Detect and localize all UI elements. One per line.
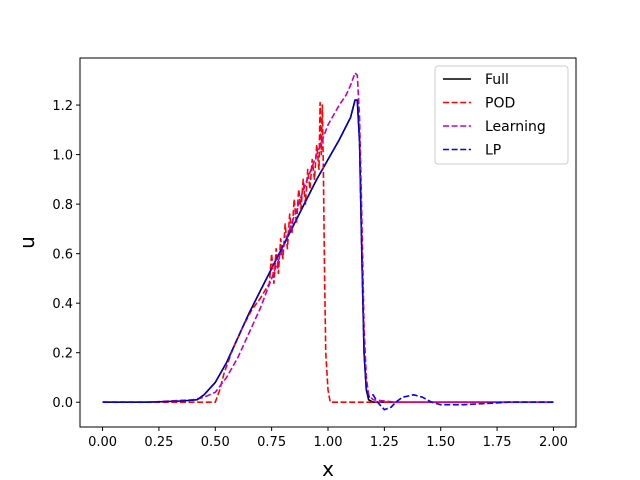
legend-label: Learning <box>485 119 546 135</box>
series-line-pod <box>102 101 554 404</box>
series-line-lp <box>102 99 554 411</box>
plot-frame <box>79 57 577 428</box>
x-tick-label: 1.50 <box>426 435 455 450</box>
x-axis-label: x <box>322 457 334 480</box>
y-tick-label: 0.2 <box>52 347 73 362</box>
y-tick-label: 0.8 <box>52 198 73 213</box>
x-tick-label: 0.00 <box>88 435 117 450</box>
x-tick-label: 0.75 <box>257 435 286 450</box>
x-tick-label: 2.00 <box>539 435 568 450</box>
y-tick-label: 1.0 <box>52 149 73 164</box>
y-tick-label: 0.0 <box>52 396 73 411</box>
x-tick-label: 1.25 <box>370 435 399 450</box>
y-tick-label: 0.6 <box>52 248 73 263</box>
tick-layer: 0.00 0.25 0.50 0.75 1.00 1.25 1.50 1.75 2.00 0.0 0… <box>52 99 568 450</box>
y-tick-label: 0.4 <box>52 297 73 312</box>
series-line-learning <box>102 72 554 404</box>
y-axis-label: u <box>15 236 39 249</box>
legend-box <box>434 65 569 165</box>
x-tick-label: 1.75 <box>483 435 512 450</box>
y-tick-label: 1.2 <box>52 99 73 114</box>
legend-label: POD <box>485 96 515 112</box>
legend-label: LP <box>485 143 501 159</box>
series-layer <box>102 72 554 411</box>
legend-label: Full <box>485 72 509 88</box>
x-tick-label: 0.50 <box>201 435 230 450</box>
legend: Full POD Learning LP <box>434 65 569 165</box>
x-tick-label: 0.25 <box>144 435 173 450</box>
x-tick-label: 1.00 <box>314 435 343 450</box>
